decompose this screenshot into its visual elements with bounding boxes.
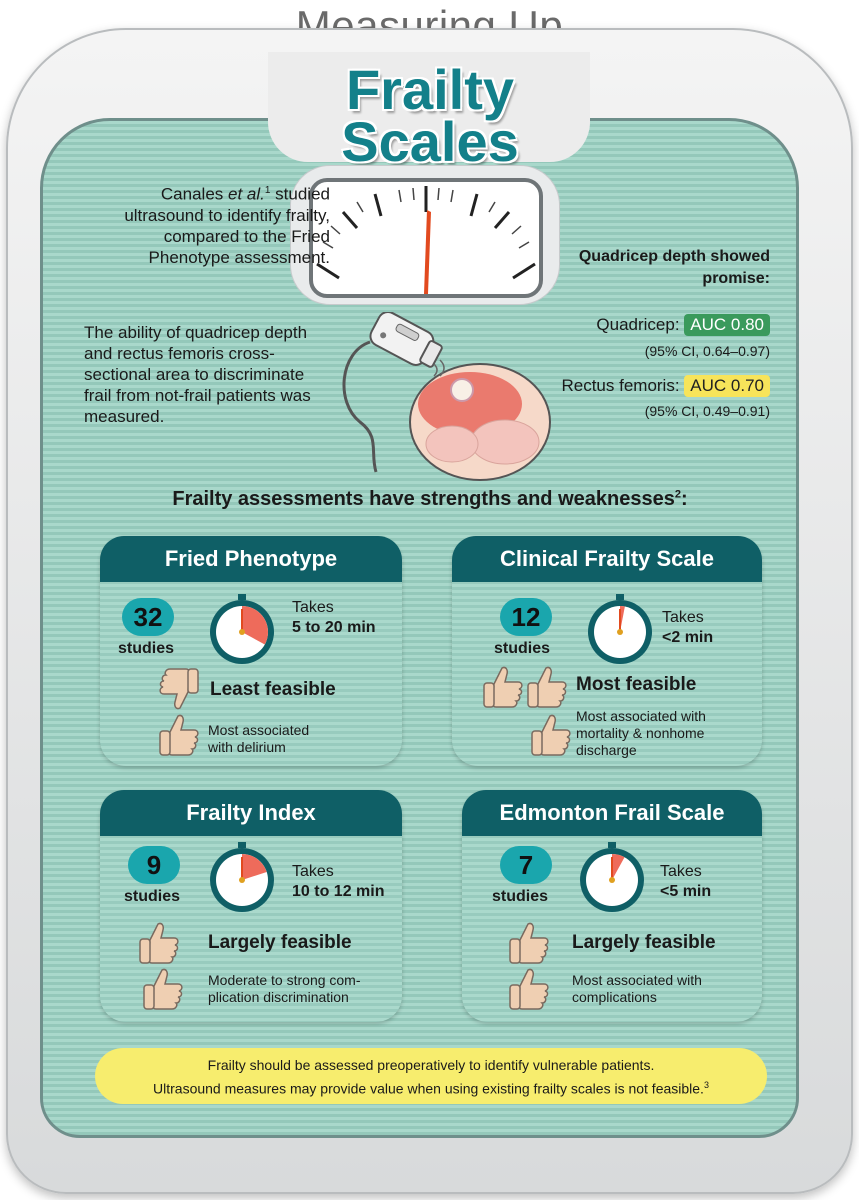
rectus-label: Rectus femoris: [561, 376, 680, 395]
takes-label: Takes [662, 609, 704, 626]
quadricep-auc-badge: AUC 0.80 [684, 314, 770, 336]
study-count-badge: 9 [128, 846, 180, 884]
card-fried-phenotype: Fried Phenotype 32 studies Takes 5 to 20… [100, 536, 402, 766]
assoc-line2: with delirium [208, 739, 286, 755]
rectus-auc-badge: AUC 0.70 [684, 375, 770, 397]
takes-label: Takes [660, 863, 702, 880]
clock-time-wedge [242, 854, 267, 880]
thumbs-up-icon [140, 966, 186, 1012]
thumbs-down-icon [156, 666, 202, 712]
ref-2: 2 [674, 488, 681, 501]
clock-time-wedge [242, 606, 268, 645]
takes-label: Takes [292, 863, 334, 880]
scale-dial [290, 165, 560, 305]
time-info: Takes <2 min [662, 608, 713, 648]
time-value: 5 to 20 min [292, 619, 376, 636]
card-title: Fried Phenotype [100, 536, 402, 582]
thumbs-up-icon [506, 966, 552, 1012]
thumbs-up-icon [524, 664, 570, 710]
assoc-line2: mortality & nonhome [576, 725, 705, 741]
intro-text: Canales et al.1 studied ultrasound to id… [100, 180, 330, 268]
feasibility-label: Least feasible [210, 679, 336, 700]
studies-label: studies [494, 640, 551, 657]
association-text: Moderate to strong com- plication discri… [208, 972, 361, 1006]
association-text: Most associated with complications [572, 972, 702, 1006]
dial-ticks-icon [316, 186, 536, 294]
ref-1: 1 [264, 185, 271, 196]
study-count-badge: 12 [500, 598, 552, 636]
thumbs-up-icon [528, 712, 574, 758]
clock-time-wedge [612, 854, 625, 880]
ref-3: 3 [703, 1080, 709, 1090]
assoc-line2: plication discrimination [208, 989, 349, 1005]
time-value: <2 min [662, 629, 714, 646]
time-info: Takes <5 min [660, 862, 711, 902]
clock-time-wedge [620, 606, 625, 632]
results-heading: Quadricep depth showed promise: [578, 248, 770, 287]
card-title: Edmonton Frail Scale [462, 790, 762, 836]
time-value: <5 min [660, 883, 712, 900]
card-clinical-frailty-scale: Clinical Frailty Scale 12 studies Takes … [452, 536, 762, 766]
conclusion-line2: Ultrasound measures may provide value wh… [95, 1075, 767, 1099]
stopwatch-icon [580, 842, 644, 912]
card-edmonton-frail-scale: Edmonton Frail Scale 7 studies Takes <5 … [462, 790, 762, 1022]
card-title: Clinical Frailty Scale [452, 536, 762, 582]
assoc-line1: Most associated [208, 722, 310, 738]
rectus-ci: (95% CI, 0.49–0.91) [644, 403, 770, 419]
thumbs-up-icon [480, 664, 526, 710]
stopwatch-icon [588, 594, 652, 664]
main-title-line2: Scales [341, 110, 519, 173]
quadricep-result: Quadricep: AUC 0.80 [520, 314, 770, 336]
studies-label: studies [124, 888, 181, 905]
title-notch [268, 52, 590, 162]
card-frailty-index: Frailty Index 9 studies Takes 10 to 12 m… [100, 790, 402, 1022]
time-info: Takes 10 to 12 min [292, 862, 384, 902]
author-name: Canales [160, 184, 224, 204]
main-title-line1: Frailty [345, 58, 515, 121]
ultrasound-thigh-icon [342, 312, 551, 481]
feasibility-label: Largely feasible [572, 932, 716, 953]
thumbs-up-icon [506, 920, 552, 966]
conclusion-banner: Frailty should be assessed preoperativel… [95, 1048, 767, 1104]
card-title: Frailty Index [100, 790, 402, 836]
section-heading-text: Frailty assessments have strengths and w… [172, 488, 675, 510]
study-count-badge: 7 [500, 846, 552, 884]
conclusion-line2-text: Ultrasound measures may provide value wh… [153, 1080, 704, 1097]
assoc-line1: Most associated with [572, 972, 702, 988]
section-heading: Frailty assessments have strengths and w… [172, 488, 688, 510]
ability-text: The ability of quadricep depth and rectu… [84, 323, 311, 426]
thumbs-up-icon [136, 920, 182, 966]
dial-face [309, 178, 543, 298]
assoc-line2: complications [572, 989, 657, 1005]
association-text: Most associated with mortality & nonhome… [576, 708, 706, 759]
assoc-line1: Moderate to strong com- [208, 972, 361, 988]
quadricep-ci: (95% CI, 0.64–0.97) [644, 343, 770, 359]
feasibility-label: Most feasible [576, 674, 697, 695]
time-value: 10 to 12 min [292, 883, 385, 900]
association-text: Most associated with delirium [208, 722, 309, 756]
studies-label: studies [492, 888, 549, 905]
intro-rest: studied ultrasound to identify frailty, … [124, 184, 330, 267]
stopwatch-icon [210, 594, 274, 664]
stopwatch-icon [210, 842, 274, 912]
takes-label: Takes [292, 599, 334, 616]
studies-label: studies [118, 640, 175, 657]
quadricep-label: Quadricep: [596, 315, 680, 334]
conclusion-line1: Frailty should be assessed preoperativel… [207, 1057, 655, 1073]
rectus-result: Rectus femoris: AUC 0.70 [520, 375, 770, 397]
assoc-line1: Most associated with [576, 708, 706, 724]
main-title: Frailty Scales [300, 58, 560, 173]
author-et-al: et al. [223, 184, 265, 204]
feasibility-label: Largely feasible [208, 932, 352, 953]
time-info: Takes 5 to 20 min [292, 598, 376, 638]
study-count-badge: 32 [122, 598, 174, 636]
thumbs-up-icon [156, 712, 202, 758]
assoc-line3: discharge [576, 742, 637, 758]
